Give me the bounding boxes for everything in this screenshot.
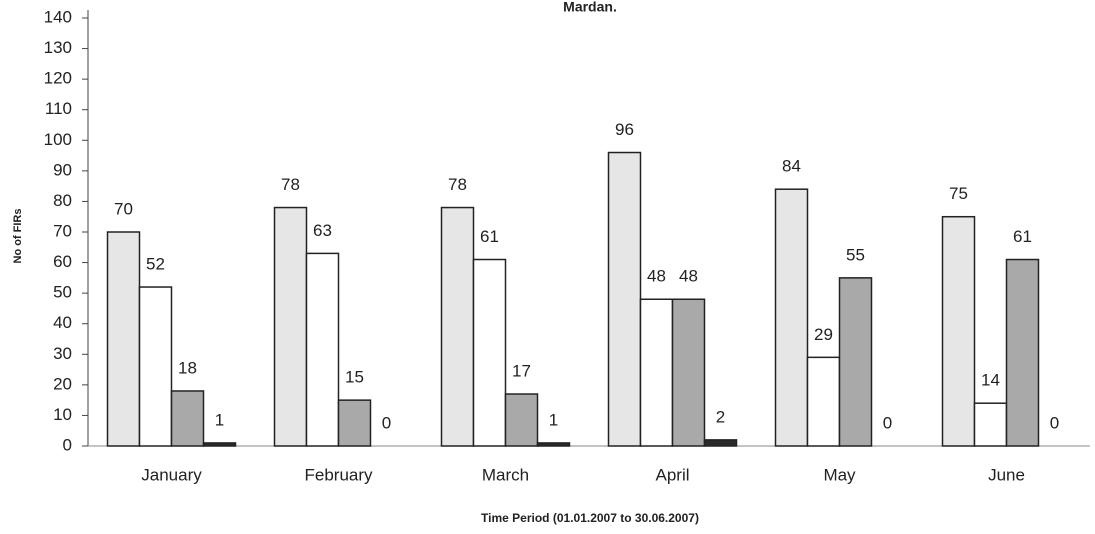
data-label: 18	[178, 358, 197, 377]
bar	[639, 298, 674, 447]
chart-title: Mardan.	[563, 0, 617, 15]
bar	[1005, 258, 1040, 447]
y-tick-label: 50	[53, 283, 72, 302]
data-label: 0	[1050, 413, 1059, 432]
bar	[170, 390, 205, 447]
x-tick-label: January	[141, 465, 202, 484]
y-tick-label: 100	[44, 130, 72, 149]
x-axis-label: Time Period (01.01.2007 to 30.06.2007)	[481, 511, 699, 525]
data-label: 70	[114, 199, 133, 218]
bar	[703, 439, 738, 447]
data-label: 48	[679, 267, 698, 286]
y-tick-label: 40	[53, 313, 72, 332]
bar	[273, 206, 308, 447]
y-tick-label: 130	[44, 38, 72, 57]
data-label: 29	[814, 325, 833, 344]
data-label: 63	[313, 221, 332, 240]
x-tick-label: May	[823, 465, 856, 484]
y-tick-label: 90	[53, 160, 72, 179]
data-label: 17	[512, 362, 531, 381]
x-tick-label: April	[655, 465, 689, 484]
data-label: 1	[549, 410, 558, 429]
data-label: 84	[782, 157, 801, 176]
x-tick-label: June	[988, 465, 1025, 484]
bar	[202, 442, 237, 447]
data-label: 96	[615, 120, 634, 139]
data-label: 61	[480, 227, 499, 246]
bar	[337, 399, 372, 447]
bar	[806, 356, 841, 447]
y-tick-label: 70	[53, 221, 72, 240]
bar	[504, 393, 539, 447]
bar	[106, 231, 141, 447]
y-tick-label: 110	[45, 99, 72, 118]
bar	[607, 151, 642, 447]
data-label: 61	[1013, 227, 1032, 246]
y-tick-label: 20	[53, 374, 72, 393]
bar	[138, 286, 173, 447]
y-tick-label: 10	[53, 405, 72, 424]
bar	[838, 277, 873, 447]
bar	[440, 206, 475, 447]
data-label: 55	[846, 245, 865, 264]
data-label: 52	[146, 255, 165, 274]
data-label: 14	[981, 371, 1000, 390]
data-label: 78	[281, 175, 300, 194]
data-label: 75	[949, 184, 968, 203]
data-label: 48	[647, 267, 666, 286]
y-tick-label: 60	[53, 252, 72, 271]
data-label: 1	[215, 410, 224, 429]
y-axis-label: No of FIRs	[12, 209, 24, 264]
y-tick-label: 0	[63, 435, 72, 454]
bar	[671, 298, 706, 447]
data-label: 78	[448, 175, 467, 194]
data-label: 2	[716, 407, 725, 426]
bar	[305, 252, 340, 447]
bar	[973, 402, 1008, 447]
data-label: 15	[345, 368, 364, 387]
y-tick-label: 140	[44, 7, 72, 26]
x-tick-label: March	[482, 465, 529, 484]
y-tick-label: 120	[44, 69, 72, 88]
data-label: 0	[883, 413, 892, 432]
data-label: 0	[382, 413, 391, 432]
y-tick-label: 80	[53, 191, 72, 210]
bar	[774, 188, 809, 447]
y-tick-label: 30	[53, 344, 72, 363]
x-tick-label: February	[304, 465, 373, 484]
bar	[472, 258, 507, 447]
bar	[941, 215, 976, 447]
bar	[536, 442, 571, 447]
